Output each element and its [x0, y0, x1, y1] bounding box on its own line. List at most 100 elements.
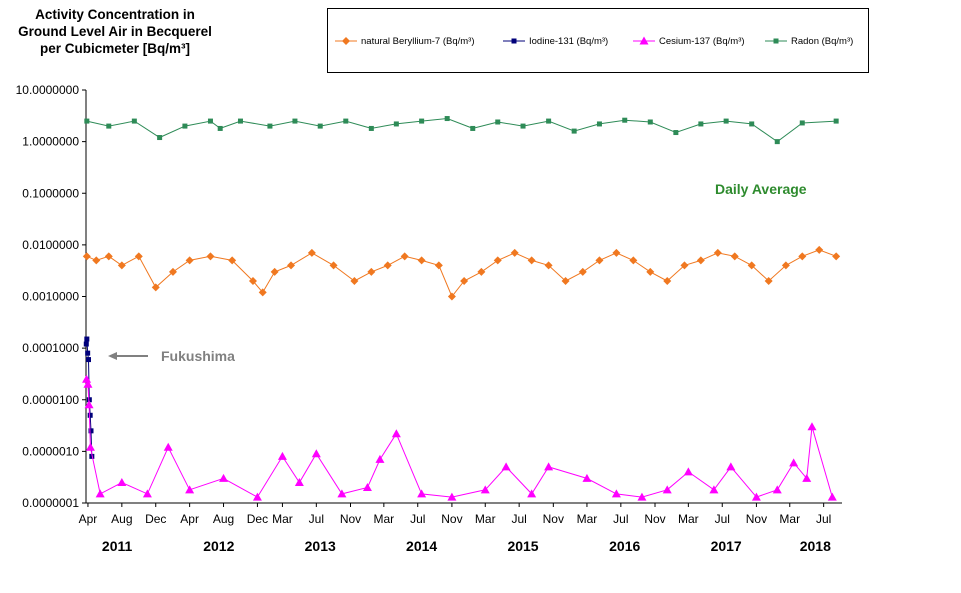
data-point	[217, 125, 223, 131]
series-line	[86, 249, 837, 298]
data-point	[117, 261, 126, 270]
annotations: Fukushima Daily Average	[108, 181, 807, 364]
data-point	[142, 489, 152, 498]
y-tick-label: 0.0010000	[22, 290, 79, 304]
year-label: 2014	[406, 538, 437, 554]
data-point	[84, 336, 90, 342]
data-point	[134, 252, 143, 261]
data-point	[400, 252, 409, 261]
legend-box	[327, 8, 869, 73]
data-point	[723, 118, 729, 124]
year-label: 2018	[800, 538, 831, 554]
data-point	[270, 267, 279, 276]
series-layer	[82, 116, 841, 501]
data-point	[393, 121, 399, 127]
data-point	[493, 256, 502, 265]
data-point	[391, 429, 401, 438]
chart-title-line-2: Ground Level Air in Becquerel	[18, 24, 212, 39]
data-point	[802, 473, 812, 482]
y-tick-label: 10.0000000	[16, 83, 80, 97]
x-tick-label: Jul	[816, 512, 831, 526]
data-point	[663, 276, 672, 285]
data-point	[460, 276, 469, 285]
data-point	[582, 473, 592, 482]
data-point	[367, 267, 376, 276]
data-point	[629, 256, 638, 265]
x-tick-label: Mar	[475, 512, 496, 526]
data-point	[698, 121, 704, 127]
data-point	[206, 252, 215, 261]
data-point	[368, 125, 374, 131]
data-point	[495, 119, 501, 125]
data-point	[157, 135, 163, 141]
series-0	[82, 245, 841, 301]
legend-label: natural Beryllium-7 (Bq/m³)	[361, 36, 475, 47]
data-point	[163, 442, 173, 451]
data-point	[151, 283, 160, 292]
data-point	[317, 123, 323, 129]
legend-marker	[639, 36, 649, 45]
data-point	[86, 397, 92, 403]
data-point	[92, 256, 101, 265]
data-point	[88, 428, 94, 434]
data-point	[680, 261, 689, 270]
legend-label: Iodine-131 (Bq/m³)	[529, 36, 608, 47]
data-point	[444, 116, 450, 122]
data-point	[798, 252, 807, 261]
data-point	[84, 400, 94, 409]
data-point	[612, 248, 621, 257]
data-point	[375, 454, 385, 463]
legend-label: Radon (Bq/m³)	[791, 36, 853, 47]
data-point	[252, 492, 262, 501]
data-point	[480, 485, 490, 494]
series-line	[86, 379, 833, 498]
data-point	[185, 256, 194, 265]
data-point	[294, 477, 304, 486]
x-tick-label: Apr	[79, 512, 98, 526]
x-tick-label: Apr	[180, 512, 199, 526]
data-point	[709, 485, 719, 494]
year-label: 2013	[305, 538, 336, 554]
data-point	[544, 462, 554, 471]
data-point	[182, 123, 188, 129]
x-tick-label: Dec	[145, 512, 166, 526]
data-point	[520, 123, 526, 129]
fukushima-arrowhead	[108, 352, 117, 360]
data-point	[832, 252, 841, 261]
data-point	[501, 462, 511, 471]
x-tick-label: Dec	[247, 512, 268, 526]
data-point	[673, 130, 679, 136]
year-label: 2016	[609, 538, 640, 554]
data-point	[311, 449, 321, 458]
data-point	[807, 422, 817, 431]
x-tick-label: Jul	[309, 512, 324, 526]
data-point	[447, 492, 457, 501]
data-point	[82, 374, 92, 383]
data-point	[546, 118, 552, 124]
data-point	[637, 492, 647, 501]
y-tick-label: 1.0000000	[22, 135, 79, 149]
data-point	[95, 489, 105, 498]
data-point	[730, 252, 739, 261]
x-tick-label: Jul	[613, 512, 628, 526]
data-point	[789, 458, 799, 467]
data-point	[267, 123, 273, 129]
data-point	[383, 261, 392, 270]
data-point	[307, 248, 316, 257]
chart-title-line-3: per Cubicmeter [Bq/m³]	[39, 41, 191, 56]
data-point	[833, 118, 839, 124]
data-point	[362, 482, 372, 491]
data-point	[611, 489, 621, 498]
data-point	[781, 261, 790, 270]
daily-average-label: Daily Average	[715, 181, 807, 197]
axes: 10.0000000 1.0000000 0.1000000 0.0100000 0.0…	[16, 83, 842, 554]
x-tick-label: Jul	[715, 512, 730, 526]
data-point	[85, 350, 91, 356]
data-point	[237, 118, 243, 124]
data-point	[774, 139, 780, 145]
legend-marker	[773, 38, 779, 44]
data-point	[764, 276, 773, 285]
fukushima-label: Fukushima	[161, 348, 235, 364]
data-point	[419, 118, 425, 124]
